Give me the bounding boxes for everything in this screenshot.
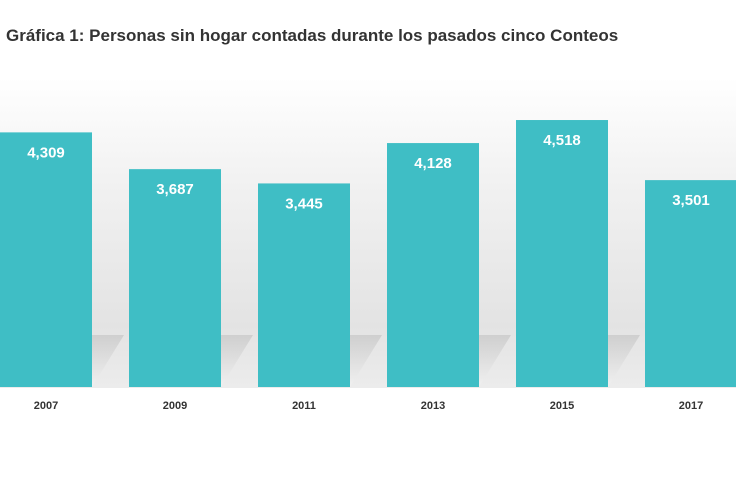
bar-value-label: 3,445	[285, 195, 323, 212]
bar-value-label: 3,501	[672, 192, 710, 209]
bar-value-label: 4,128	[414, 155, 452, 172]
category-label: 2015	[550, 400, 574, 412]
category-label: 2011	[292, 400, 316, 412]
bar-value-label: 4,518	[543, 132, 581, 149]
bars-layer: 4,309 3,687 3,445 4,128 4,518 3,501	[0, 120, 736, 387]
chart-title: Gráfica 1: Personas sin hogar contadas d…	[6, 26, 619, 45]
bar-value-label: 4,309	[27, 144, 65, 161]
bar-2013	[387, 143, 479, 387]
bar-2015	[516, 120, 608, 387]
category-label: 2013	[421, 400, 445, 412]
bar-2007	[0, 132, 92, 387]
category-labels-layer: 2007 2009 2011 2013 2015 2017	[34, 400, 703, 412]
category-label: 2009	[163, 400, 187, 412]
bar-2009	[129, 169, 221, 387]
bar-2011	[258, 183, 350, 387]
bar-value-label: 3,687	[156, 181, 194, 198]
cropped-text-fragment-bottom	[10, 484, 710, 494]
category-label: 2017	[679, 400, 703, 412]
category-label: 2007	[34, 400, 58, 412]
bar-2017	[645, 180, 736, 387]
